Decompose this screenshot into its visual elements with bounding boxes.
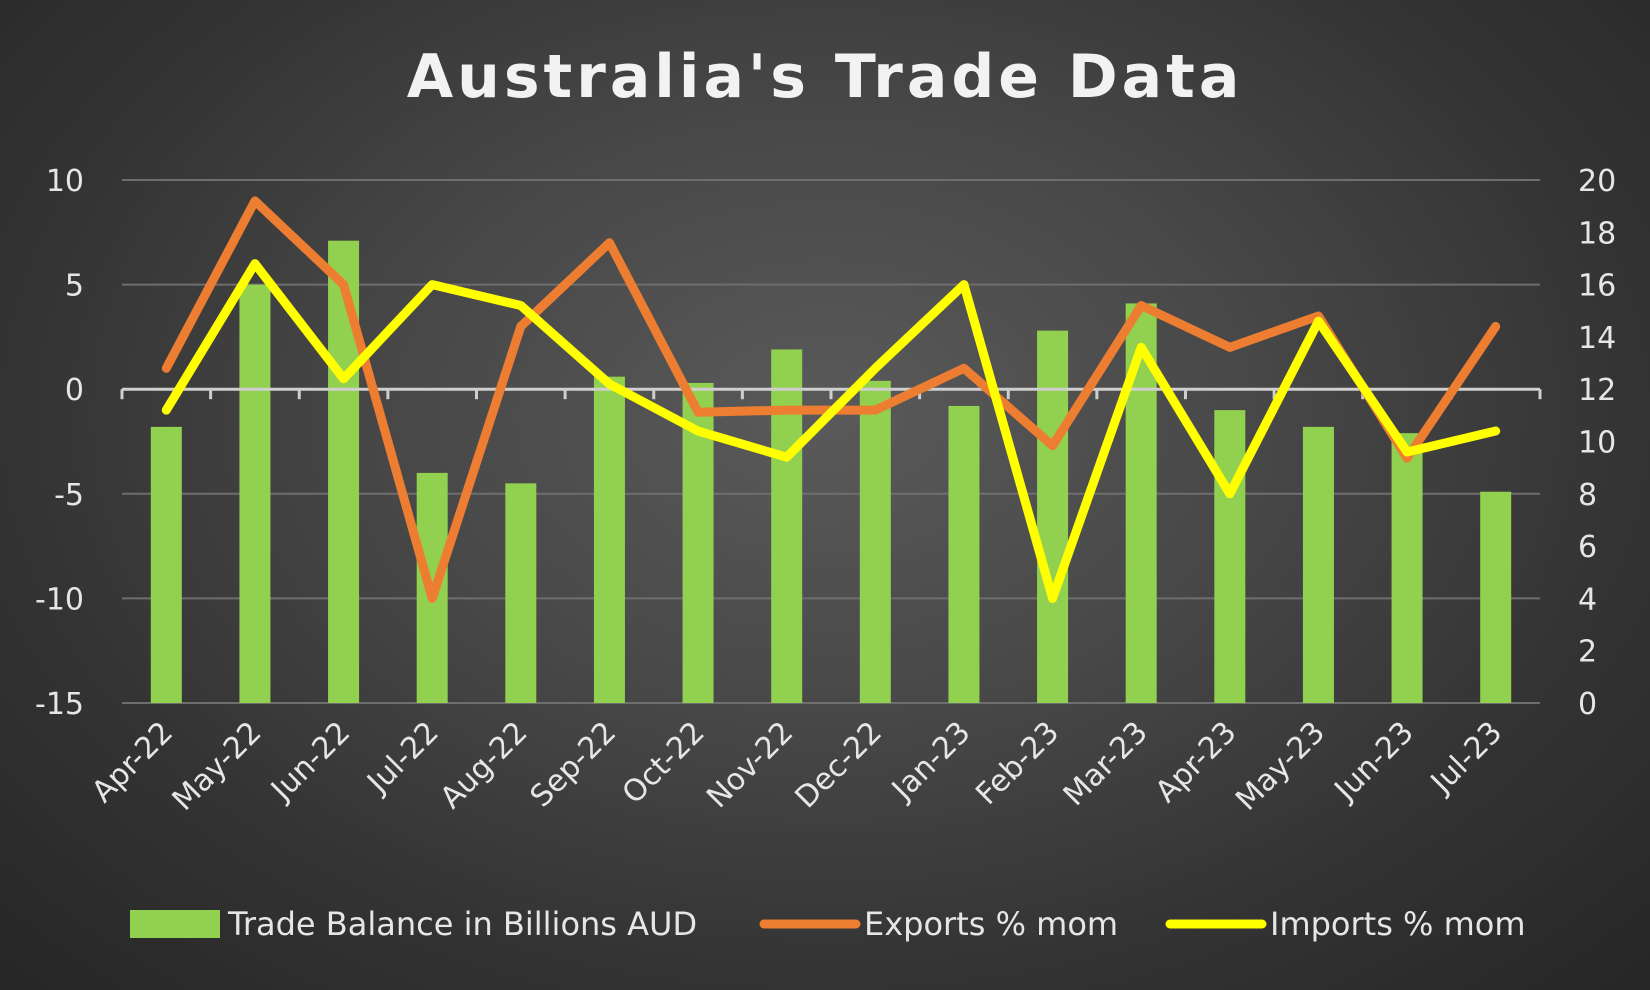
- bar: [1214, 410, 1246, 703]
- data-point: [608, 382, 611, 385]
- data-point: [962, 367, 965, 370]
- data-point: [165, 367, 168, 370]
- data-point: [342, 377, 345, 380]
- right-axis-tick-label: 20: [1578, 164, 1616, 199]
- left-axis-tick-label: 5: [65, 269, 84, 304]
- x-axis-tick-label: May-23: [1229, 715, 1332, 818]
- right-axis-tick-label: 14: [1578, 321, 1616, 356]
- right-axis-tick-label: 16: [1578, 269, 1616, 304]
- data-point: [1494, 430, 1497, 433]
- x-axis-tick-label: Feb-23: [969, 715, 1066, 812]
- x-axis-tick-label: Mar-23: [1057, 715, 1155, 813]
- data-point: [1406, 450, 1409, 453]
- left-axis-tick-label: -15: [35, 687, 84, 722]
- data-point: [962, 283, 965, 286]
- x-axis-tick-label: Aug-22: [434, 715, 535, 816]
- x-axis-tick-label: Jan-23: [884, 715, 978, 809]
- data-point: [785, 409, 788, 412]
- bar: [1480, 491, 1512, 703]
- data-point: [1140, 346, 1143, 349]
- x-axis-tick-label: Apr-22: [85, 715, 180, 810]
- chart-title: Australia's Trade Data: [406, 42, 1244, 112]
- data-point: [342, 283, 345, 286]
- data-point: [697, 411, 700, 414]
- right-axis-tick-label: 8: [1578, 478, 1597, 513]
- data-point: [1494, 325, 1497, 328]
- bar: [239, 284, 271, 703]
- data-point: [431, 283, 434, 286]
- data-point: [519, 304, 522, 307]
- bar: [1037, 330, 1069, 703]
- bar: [1302, 426, 1334, 703]
- data-point: [165, 409, 168, 412]
- right-axis-tick-label: 12: [1578, 373, 1616, 408]
- right-axis-tick-label: 10: [1578, 426, 1616, 461]
- data-point: [1051, 444, 1054, 447]
- x-axis-tick-label: Jun-22: [263, 715, 357, 809]
- right-axis-tick-label: 4: [1578, 582, 1597, 617]
- x-axis-tick-label: Jul-22: [359, 715, 445, 801]
- data-point: [608, 241, 611, 244]
- data-point: [1406, 457, 1409, 460]
- bar: [859, 380, 891, 703]
- data-point: [1317, 314, 1320, 317]
- bar: [505, 483, 537, 703]
- data-point: [253, 199, 256, 202]
- x-axis-tick-label: Jul-23: [1423, 715, 1509, 801]
- data-point: [1228, 346, 1231, 349]
- data-point: [874, 367, 877, 370]
- data-point: [519, 325, 522, 328]
- right-axis-tick-label: 6: [1578, 530, 1597, 565]
- data-point: [697, 430, 700, 433]
- left-axis-tick-label: 0: [65, 373, 84, 408]
- data-point: [785, 456, 788, 459]
- right-axis-tick-label: 0: [1578, 687, 1597, 722]
- data-point: [1051, 597, 1054, 600]
- data-point: [1317, 320, 1320, 323]
- data-point: [1140, 304, 1143, 307]
- x-axis-tick-label: Oct-22: [616, 715, 712, 811]
- series-line: [161, 259, 1501, 603]
- bar: [593, 376, 625, 703]
- series-line: [161, 196, 1501, 603]
- x-axis-tick-label: Nov-22: [700, 715, 800, 815]
- left-axis-tick-label: 10: [46, 164, 84, 199]
- legend-label: Imports % mom: [1270, 905, 1526, 943]
- bar: [1391, 433, 1423, 703]
- data-point: [1228, 492, 1231, 495]
- legend-label: Exports % mom: [864, 905, 1118, 943]
- bar: [771, 349, 803, 703]
- legend-swatch-bar: [130, 910, 220, 938]
- x-axis-tick-label: Dec-22: [789, 715, 889, 815]
- right-axis-tick-label: 18: [1578, 216, 1616, 251]
- left-axis-tick-label: -5: [54, 478, 84, 513]
- data-point: [874, 409, 877, 412]
- bar: [948, 405, 980, 703]
- legend-label: Trade Balance in Billions AUD: [227, 905, 697, 943]
- left-axis-tick-label: -10: [35, 582, 84, 617]
- bar: [150, 426, 182, 703]
- right-axis-tick-label: 2: [1578, 635, 1597, 670]
- x-axis-tick-label: Apr-23: [1149, 715, 1244, 810]
- x-axis-tick-label: May-22: [166, 715, 269, 818]
- x-axis-tick-label: Sep-22: [524, 715, 623, 814]
- data-point: [253, 262, 256, 265]
- x-axis-tick-label: Jun-23: [1327, 715, 1421, 809]
- data-point: [431, 597, 434, 600]
